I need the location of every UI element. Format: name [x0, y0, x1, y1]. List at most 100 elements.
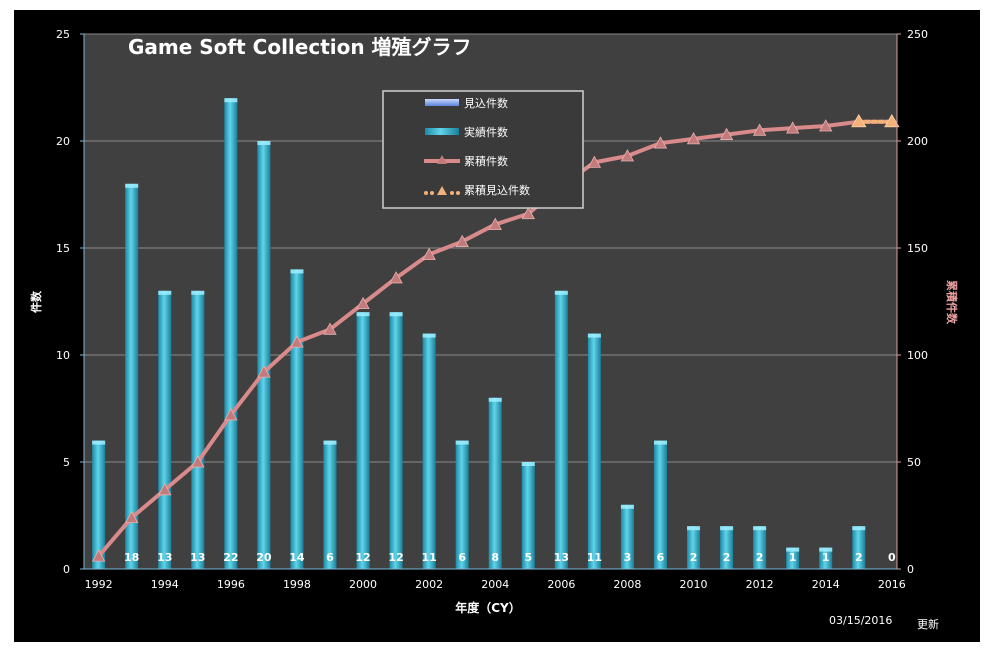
bar-data-label: 2: [690, 551, 698, 564]
bar-cap: [720, 526, 734, 531]
x-tick-label: 1996: [217, 578, 245, 591]
y-tick-label: 15: [56, 242, 70, 255]
bar-cap: [224, 98, 238, 103]
marker-cumulative: [752, 123, 767, 136]
chart-title: Game Soft Collection 増殖グラフ: [128, 35, 472, 59]
bar-actual: [257, 141, 271, 569]
bar-cap: [389, 312, 403, 317]
chart: 618131322201461212116851311362221120 051…: [29, 28, 959, 615]
bar-data-label: 22: [223, 551, 238, 564]
legend-label-cumulative: 累積件数: [464, 154, 508, 168]
y-tick-label: 5: [63, 456, 70, 469]
y2-tick-label: 100: [907, 349, 928, 362]
bar-data-label: 11: [421, 551, 436, 564]
bar-cap: [488, 397, 502, 402]
marker-cumulative: [91, 549, 106, 562]
y2-tick-label: 250: [907, 28, 928, 41]
x-tick-label: 2014: [812, 578, 840, 591]
bar-actual: [158, 290, 172, 569]
marker-cumulative: [620, 149, 635, 162]
bar-actual: [356, 312, 370, 569]
marker-cumulative: [686, 132, 701, 145]
bar-actual: [720, 526, 734, 569]
update-date: 03/15/2016: [829, 614, 893, 627]
bar-data-label: 12: [355, 551, 370, 564]
bar-actual: [125, 183, 139, 570]
bar-cap: [521, 462, 535, 466]
bar-cap: [323, 440, 337, 445]
marker-cumulative: [257, 365, 271, 378]
marker-cumulative: [422, 247, 436, 260]
bar-cap: [620, 504, 634, 509]
bar-actual: [653, 440, 667, 569]
bar-cap: [455, 440, 469, 445]
bar-cap: [753, 526, 767, 531]
marker-cumulative: [356, 296, 370, 310]
y-tick-label: 0: [63, 563, 70, 576]
marker-cumulative: [521, 206, 535, 220]
x-tick-label: 2016: [878, 578, 906, 591]
marker-cumulative: [719, 127, 734, 140]
y2-tick-label: 200: [907, 135, 928, 148]
bar-actual: [488, 397, 502, 569]
y2-tick-label: 50: [907, 456, 921, 469]
bar-actual: [521, 462, 535, 569]
bar-cap: [852, 526, 866, 531]
bar-actual: [753, 526, 767, 569]
marker-cumulative: [191, 455, 205, 468]
bar-data-label: 12: [388, 551, 403, 564]
bar-data-label: 0: [888, 551, 896, 564]
legend-swatch-cumulative-forecast: [424, 186, 460, 195]
bar-actual: [620, 504, 634, 569]
marker-cumulative-forecast: [851, 113, 867, 128]
marker-cumulative: [323, 322, 337, 335]
bar-data-label: 20: [256, 551, 272, 564]
marker-cumulative: [290, 335, 304, 348]
y-tick-label: 25: [56, 28, 70, 41]
bar-data-label: 2: [756, 551, 764, 564]
bar-data-label: 2: [855, 551, 863, 564]
bar-actual: [224, 98, 238, 569]
y-tick-label: 20: [56, 135, 70, 148]
bar-data-label: 6: [657, 551, 665, 564]
legend-swatch-actual: [425, 128, 459, 135]
legend-label-actual: 実績件数: [464, 125, 508, 139]
x-tick-label: 2002: [415, 578, 443, 591]
y-axis-label: 件数: [29, 290, 43, 313]
x-tick-label: 2004: [481, 578, 509, 591]
x-tick-label: 1998: [283, 578, 311, 591]
x-tick-label: 2012: [746, 578, 774, 591]
bar-actual: [389, 312, 403, 569]
bar-cap: [422, 333, 436, 338]
update-label: 更新: [917, 618, 939, 631]
marker-cumulative: [653, 136, 668, 149]
bar-actual: [587, 333, 601, 569]
x-axis-label: 年度（CY）: [455, 600, 521, 615]
marker-cumulative: [455, 234, 469, 247]
bar-actual: [819, 547, 833, 569]
bar-data-label: 14: [289, 551, 305, 564]
bar-actual: [290, 269, 304, 569]
bar-data-label: 18: [124, 551, 139, 564]
marker-cumulative: [587, 155, 602, 168]
bar-cap: [554, 290, 568, 295]
chart-frame: 618131322201461212116851311362221120 051…: [14, 10, 980, 642]
bar-data-label: 6: [326, 551, 334, 564]
bar-data-label: 13: [190, 551, 205, 564]
bar-actual: [455, 440, 469, 569]
legend-swatch-forecast: [425, 99, 459, 106]
legend-label-forecast: 見込件数: [464, 97, 508, 110]
bar-actual: [852, 526, 866, 569]
y2-axis-label: 累積件数: [945, 280, 959, 325]
bar-actual: [554, 290, 568, 569]
bar-cap: [290, 269, 304, 274]
bar-data-label: 13: [157, 551, 172, 564]
bar-data-label: 13: [554, 551, 569, 564]
bar-data-label: 11: [587, 551, 602, 564]
x-tick-label: 1994: [151, 578, 179, 591]
bar-cap: [786, 547, 800, 552]
bar-actual: [422, 333, 436, 569]
bar-actual: [323, 440, 337, 569]
marker-cumulative: [819, 119, 833, 132]
y-tick-label: 10: [56, 349, 70, 362]
